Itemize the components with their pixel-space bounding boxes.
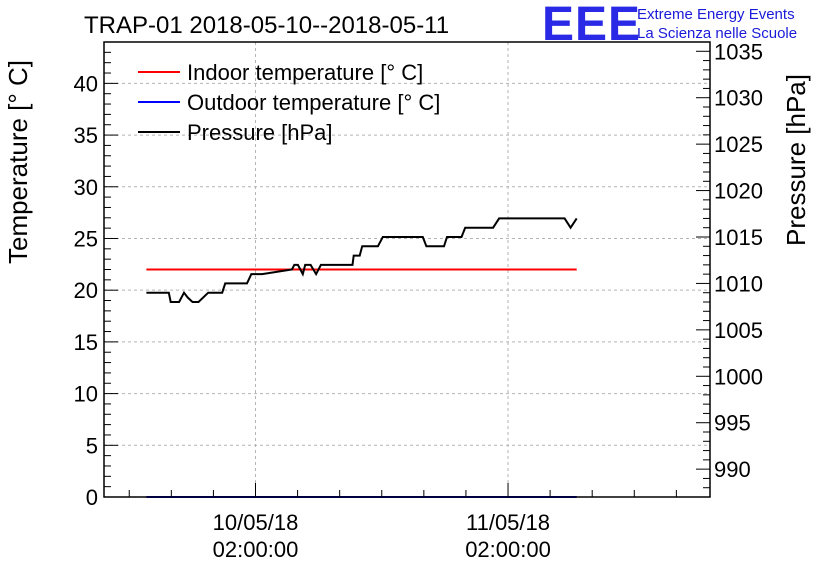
left-tick-label-25: 25 — [74, 226, 98, 251]
left-tick-label-0: 0 — [86, 485, 98, 510]
legend: Indoor temperature [° C] Outdoor tempera… — [138, 60, 440, 145]
right-tick-label-995: 995 — [714, 411, 751, 436]
legend-label-outdoor: Outdoor temperature [° C] — [187, 90, 440, 115]
left-tick-label-15: 15 — [74, 330, 98, 355]
series-layer — [146, 217, 578, 498]
left-tick-label-20: 20 — [74, 278, 98, 303]
right-tick-label-1030: 1030 — [714, 86, 763, 111]
left-tick-label-10: 10 — [74, 382, 98, 407]
labels-layer: 0510152025303540990995100010051010101510… — [74, 39, 763, 562]
grid-layer — [104, 42, 710, 497]
right-tick-label-1015: 1015 — [714, 225, 763, 250]
chart-title: TRAP-01 2018-05-10--2018-05-11 — [84, 12, 449, 39]
logo-mark: EEE — [542, 0, 641, 51]
right-tick-label-1025: 1025 — [714, 132, 763, 157]
right-tick-label-990: 990 — [714, 457, 751, 482]
y-axis-right-title: Pressure [hPa] — [781, 74, 811, 246]
y-axis-left-title: Temperature [° C] — [3, 60, 33, 264]
legend-label-indoor: Indoor temperature [° C] — [187, 60, 423, 85]
x-tick-date-0: 10/05/18 — [213, 510, 299, 535]
x-tick-time-0: 02:00:00 — [213, 537, 299, 562]
series-line-2 — [146, 217, 578, 303]
right-tick-label-1020: 1020 — [714, 179, 763, 204]
right-tick-label-1010: 1010 — [714, 271, 763, 296]
x-tick-date-1: 11/05/18 — [466, 510, 550, 535]
right-tick-label-1005: 1005 — [714, 318, 763, 343]
left-tick-label-5: 5 — [86, 433, 98, 458]
eee-logo: EEE Extreme Energy Events La Scienza nel… — [542, 0, 797, 51]
right-tick-label-1000: 1000 — [714, 364, 763, 389]
x-tick-time-1: 02:00:00 — [465, 537, 551, 562]
right-tick-label-1035: 1035 — [714, 39, 763, 64]
logo-line1: Extreme Energy Events — [637, 6, 795, 23]
left-tick-label-40: 40 — [74, 71, 98, 96]
legend-label-pressure: Pressure [hPa] — [187, 120, 333, 145]
axes-layer — [104, 41, 710, 498]
logo-line2: La Scienza nelle Scuole — [637, 25, 797, 42]
left-tick-label-30: 30 — [74, 175, 98, 200]
left-tick-label-35: 35 — [74, 123, 98, 148]
